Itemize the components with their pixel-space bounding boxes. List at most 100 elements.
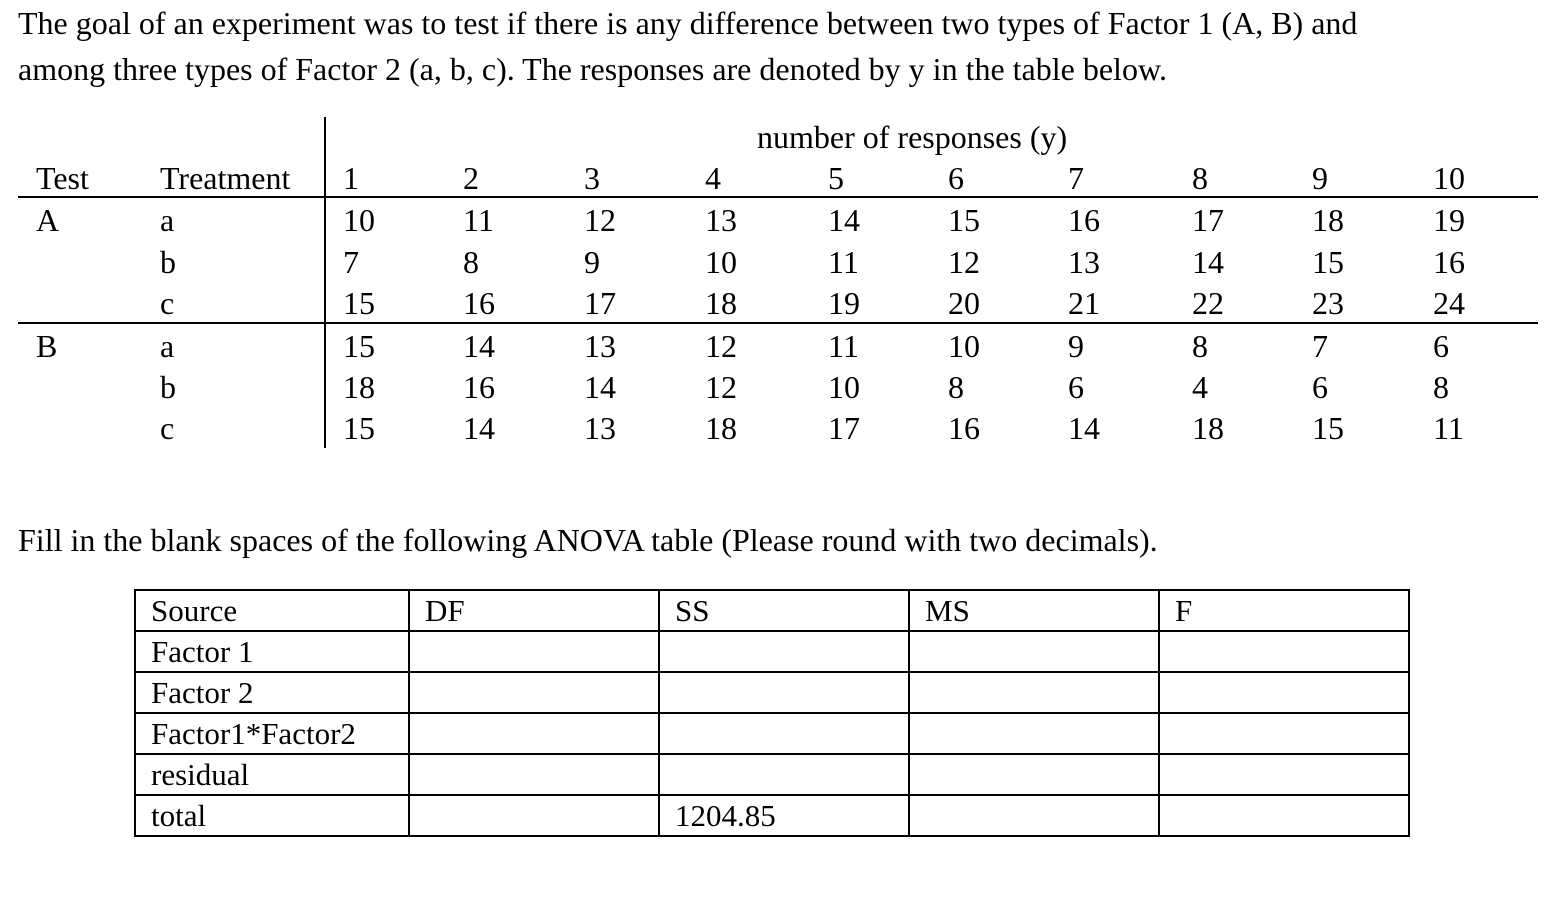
response-cell: 18 xyxy=(705,285,737,321)
column-header: 9 xyxy=(1312,160,1328,196)
anova-value-cell[interactable] xyxy=(408,671,660,714)
anova-value-cell[interactable] xyxy=(658,671,910,714)
anova-value-cell[interactable] xyxy=(658,630,910,673)
anova-value-cell[interactable] xyxy=(408,712,660,755)
anova-source-cell: Factor 1 xyxy=(134,630,410,673)
response-cell: 12 xyxy=(705,369,737,405)
response-cell: 12 xyxy=(705,328,737,364)
response-cell: 16 xyxy=(463,285,495,321)
anova-row: Factor1*Factor2 xyxy=(134,712,1410,755)
response-cell: 15 xyxy=(1312,410,1344,446)
response-cell: 18 xyxy=(1312,202,1344,238)
anova-value-cell[interactable] xyxy=(908,794,1160,837)
response-cell: 13 xyxy=(584,328,616,364)
response-cell: 14 xyxy=(828,202,860,238)
anova-header-cell: SS xyxy=(658,589,910,632)
anova-value-cell[interactable] xyxy=(908,753,1160,796)
response-cell: 4 xyxy=(1192,369,1208,405)
response-cell: 16 xyxy=(1068,202,1100,238)
anova-value-cell[interactable] xyxy=(1158,794,1410,837)
response-cell: 18 xyxy=(1192,410,1224,446)
anova-source-cell: residual xyxy=(134,753,410,796)
response-cell: 7 xyxy=(343,244,359,280)
anova-source-cell: total xyxy=(134,794,410,837)
instruction-text: Fill in the blank spaces of the followin… xyxy=(18,522,1158,558)
response-cell: 19 xyxy=(1433,202,1465,238)
response-cell: 11 xyxy=(828,328,859,364)
column-header: 7 xyxy=(1068,160,1084,196)
response-cell: 10 xyxy=(705,244,737,280)
column-header: 10 xyxy=(1433,160,1465,196)
response-cell: 14 xyxy=(463,410,495,446)
column-divider xyxy=(324,117,326,448)
anova-source-cell: Factor1*Factor2 xyxy=(134,712,410,755)
response-cell: 23 xyxy=(1312,285,1344,321)
response-cell: 11 xyxy=(828,244,859,280)
response-cell: 11 xyxy=(463,202,494,238)
test-label: A xyxy=(36,202,60,238)
anova-value-cell[interactable] xyxy=(408,753,660,796)
response-cell: 15 xyxy=(1312,244,1344,280)
anova-row: residual xyxy=(134,753,1410,796)
treatment-header: Treatment xyxy=(160,160,291,196)
anova-value-cell[interactable] xyxy=(908,712,1160,755)
response-cell: 18 xyxy=(343,369,375,405)
anova-value-cell[interactable] xyxy=(1158,630,1410,673)
response-cell: 15 xyxy=(948,202,980,238)
anova-table: Source DF SS MS F Factor 1 Factor 2 Factor1*Fac… xyxy=(134,589,1410,837)
response-cell: 11 xyxy=(1433,410,1464,446)
anova-value-cell[interactable] xyxy=(1158,671,1410,714)
anova-value-cell[interactable] xyxy=(908,671,1160,714)
response-cell: 12 xyxy=(948,244,980,280)
response-cell: 16 xyxy=(948,410,980,446)
response-cell: 10 xyxy=(828,369,860,405)
intro-line-2: among three types of Factor 2 (a, b, c).… xyxy=(18,51,1167,87)
anova-row: Factor 2 xyxy=(134,671,1410,714)
anova-value-cell[interactable] xyxy=(658,712,910,755)
anova-value-cell[interactable] xyxy=(408,630,660,673)
response-cell: 17 xyxy=(1192,202,1224,238)
anova-header-row: Source DF SS MS F xyxy=(134,589,1410,632)
response-cell: 10 xyxy=(343,202,375,238)
response-cell: 16 xyxy=(1433,244,1465,280)
response-cell: 12 xyxy=(584,202,616,238)
response-cell: 14 xyxy=(463,328,495,364)
anova-header-cell: Source xyxy=(134,589,410,632)
response-cell: 13 xyxy=(705,202,737,238)
response-cell: 7 xyxy=(1312,328,1328,364)
group-header: number of responses (y) xyxy=(757,119,1068,155)
anova-value-cell[interactable] xyxy=(1158,753,1410,796)
anova-value-cell[interactable] xyxy=(1158,712,1410,755)
response-cell: 22 xyxy=(1192,285,1224,321)
response-cell: 8 xyxy=(463,244,479,280)
anova-value-cell[interactable] xyxy=(658,753,910,796)
treatment-label: a xyxy=(160,202,175,238)
column-header: 1 xyxy=(343,160,359,196)
response-cell: 13 xyxy=(1068,244,1100,280)
response-cell: 6 xyxy=(1433,328,1449,364)
anova-value-cell[interactable] xyxy=(908,630,1160,673)
treatment-label: c xyxy=(160,410,175,446)
anova-row: total 1204.85 xyxy=(134,794,1410,837)
anova-header-cell: F xyxy=(1158,589,1410,632)
test-label: B xyxy=(36,328,58,364)
column-header: 5 xyxy=(828,160,844,196)
response-cell: 16 xyxy=(463,369,495,405)
anova-value-cell[interactable] xyxy=(408,794,660,837)
test-header: Test xyxy=(36,160,89,196)
column-header: 2 xyxy=(463,160,479,196)
response-cell: 14 xyxy=(584,369,616,405)
treatment-label: b xyxy=(160,244,176,280)
response-cell: 18 xyxy=(705,410,737,446)
response-cell: 14 xyxy=(1068,410,1100,446)
column-header: 4 xyxy=(705,160,721,196)
response-cell: 13 xyxy=(584,410,616,446)
response-cell: 8 xyxy=(948,369,964,405)
anova-header-cell: MS xyxy=(908,589,1160,632)
response-cell: 6 xyxy=(1068,369,1084,405)
response-cell: 19 xyxy=(828,285,860,321)
column-header: 8 xyxy=(1192,160,1208,196)
header-rule xyxy=(18,196,1538,198)
response-cell: 15 xyxy=(343,328,375,364)
anova-row: Factor 1 xyxy=(134,630,1410,673)
